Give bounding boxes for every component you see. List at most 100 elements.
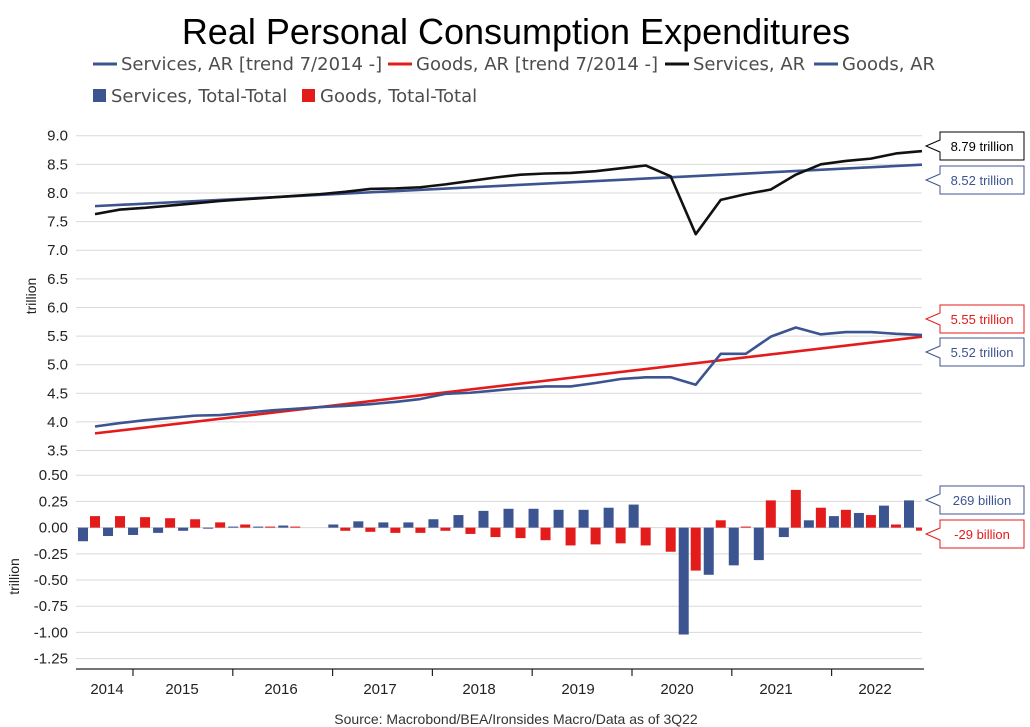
services-bar <box>553 509 564 528</box>
services-bar <box>228 526 239 528</box>
x-tick-label: 2020 <box>660 681 693 698</box>
y-axis-label: trillion <box>23 278 39 315</box>
services-bar <box>403 522 414 528</box>
services-bar <box>778 527 789 538</box>
services-bar <box>103 527 114 537</box>
goods-ar-line <box>94 326 922 428</box>
value-callout: 8.79 trillion <box>924 131 1025 161</box>
services-bar <box>528 508 539 528</box>
goods-bar <box>690 527 701 571</box>
goods-bar <box>565 527 576 546</box>
services-bar <box>578 509 589 528</box>
y-tick-label: -1.25 <box>34 651 68 668</box>
legend-label: Goods, AR <box>842 54 935 75</box>
goods-bar <box>265 526 276 528</box>
services-bar <box>478 510 489 528</box>
x-axis: 2014 2015 2016 2017 2018 2019 2020 2021 2022 <box>76 668 924 698</box>
bottom-panel: 0.50 0.25 0.00 -0.25 -0.50 -0.75 -1.00 -1.25 tri… <box>6 467 1025 668</box>
legend-item: Services, AR [trend 7/2014 -] <box>93 54 382 75</box>
goods-bar <box>515 527 526 539</box>
services-ar-line <box>94 149 922 236</box>
goods-bar <box>815 507 826 528</box>
x-tick-label: 2021 <box>759 681 792 698</box>
goods-bar <box>215 522 226 528</box>
y-tick-label: -0.75 <box>34 598 68 615</box>
goods-bar <box>140 517 151 528</box>
services-bar <box>703 527 714 575</box>
y-tick-label: 5.5 <box>47 328 68 345</box>
services-bar <box>128 527 139 535</box>
y-tick-label: 0.50 <box>39 467 68 484</box>
goods-bar <box>890 524 901 528</box>
goods-bar <box>465 527 476 534</box>
goods-bar <box>915 527 922 531</box>
goods-bar <box>640 527 651 546</box>
legend-item: Goods, AR [trend 7/2014 -] <box>388 54 658 75</box>
goods-bar <box>765 500 776 528</box>
services-bar <box>628 504 639 528</box>
y-tick-label: 9.0 <box>47 128 68 145</box>
legend-item: Services, Total-Total <box>93 86 287 107</box>
services-bar <box>503 508 514 528</box>
services-bar <box>728 527 739 566</box>
x-tick-label: 2019 <box>561 681 594 698</box>
services-bar <box>878 505 889 528</box>
legend-label: Goods, AR [trend 7/2014 -] <box>416 54 658 75</box>
callout-box <box>924 165 1025 195</box>
callout-label: 269 billion <box>953 493 1012 508</box>
legend-label: Goods, Total-Total <box>320 86 477 107</box>
value-callout: -29 billion <box>924 519 1025 549</box>
callout-label: 8.79 trillion <box>951 139 1014 154</box>
y-tick-label: 7.0 <box>47 242 68 259</box>
top-panel: 9.0 8.5 8.0 7.5 7.0 6.5 6.0 5.5 5.0 4.5 4.0 3.5 tril… <box>23 128 1025 460</box>
legend: Services, AR [trend 7/2014 -] Goods, AR [… <box>93 54 935 107</box>
y-tick-label: 8.0 <box>47 185 68 202</box>
goods-bar <box>615 527 626 544</box>
callout-box <box>924 304 1025 334</box>
y-tick-label: 0.25 <box>39 493 68 510</box>
goods-bar <box>340 527 351 531</box>
callout-box <box>924 337 1025 367</box>
goods-bar <box>115 516 126 528</box>
legend-item: Services, AR <box>665 54 805 75</box>
services-bar <box>453 515 464 528</box>
y-tick-label: -1.00 <box>34 624 68 641</box>
legend-item: Goods, AR <box>814 54 935 75</box>
goods-ar-trend-7-2014-line <box>94 335 922 435</box>
goods-bar <box>540 527 551 541</box>
legend-label: Services, AR <box>693 54 805 75</box>
legend-bar-swatch <box>93 89 106 102</box>
services-bar <box>603 507 614 528</box>
goods-bar <box>165 518 176 528</box>
goods-bar <box>490 527 501 538</box>
x-tick-label: 2016 <box>264 681 297 698</box>
plot-area <box>94 149 922 435</box>
goods-bar <box>90 516 100 528</box>
goods-bar <box>240 524 251 528</box>
legend-bar-swatch <box>302 89 315 102</box>
value-callout: 8.52 trillion <box>924 165 1025 195</box>
value-callout: 5.52 trillion <box>924 337 1025 367</box>
services-bar <box>678 527 689 635</box>
x-tick-label: 2018 <box>462 681 495 698</box>
callout-label: 5.52 trillion <box>951 345 1014 360</box>
services-bar <box>78 527 88 542</box>
callout-box <box>924 131 1025 161</box>
y-tick-label: -0.50 <box>34 572 68 589</box>
services-bar <box>153 527 164 533</box>
goods-bar <box>790 489 801 528</box>
chart-title: Real Personal Consumption Expenditures <box>182 11 850 52</box>
plot-area <box>78 489 922 635</box>
y-tick-label: 4.0 <box>47 414 68 431</box>
goods-bar <box>740 526 751 528</box>
x-tick-label: 2017 <box>363 681 396 698</box>
y-tick-label: 6.0 <box>47 299 68 316</box>
goods-bar <box>440 527 451 531</box>
services-bar <box>853 512 864 528</box>
services-bar <box>328 524 339 528</box>
services-bar <box>178 527 189 531</box>
legend-label: Services, AR [trend 7/2014 -] <box>121 54 382 75</box>
services-bar <box>378 522 389 528</box>
legend-item: Goods, Total-Total <box>302 86 477 107</box>
